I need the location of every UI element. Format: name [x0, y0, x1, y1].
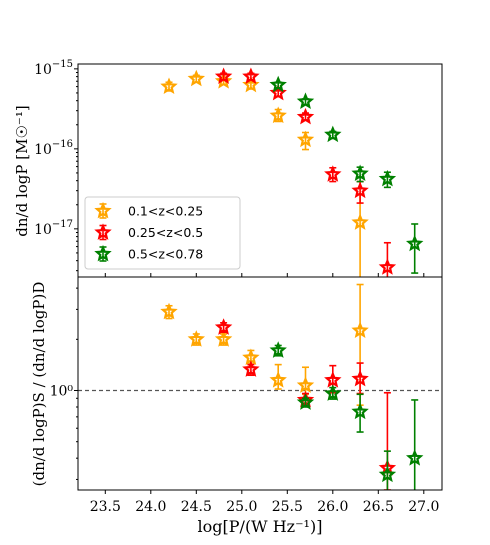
bottom-series-1-point-star-marker [214, 330, 233, 347]
legend-label: 0.5<z<0.78 [128, 247, 203, 262]
bottom-series-3-point-star-marker [324, 384, 342, 401]
x-tick-label: 26.0 [317, 499, 348, 515]
bottom-series-2-point-star-marker [214, 318, 233, 335]
x-tick-label: 26.5 [363, 499, 394, 515]
top-series-2-point-star-marker [296, 107, 315, 125]
top-series-2-point-star-marker [242, 67, 260, 85]
top-series-2-point-star-marker [214, 67, 233, 85]
bottom-panel-marks [160, 283, 424, 490]
legend: 0.1<z<0.25 0.25<z<0.5 0.5<z<0.78 [84, 196, 241, 270]
x-axis-label: log[P/(W Hz⁻¹)] [198, 517, 323, 536]
top-y-axis-label: dn/d logP [M☉⁻¹] [13, 105, 31, 236]
top-series-1-point-star-marker [296, 130, 315, 148]
top-series-2-point-star-marker [378, 258, 397, 275]
top-series-1-point-star-marker [160, 77, 178, 95]
bottom-series-3-point-star-marker [378, 465, 397, 483]
bottom-series-1-point-star-marker [351, 321, 369, 339]
top-y-tick-label: 10−16 [34, 139, 73, 158]
bottom-series-1-point-star-marker [160, 302, 178, 320]
x-tick-label: 24.0 [135, 499, 166, 515]
legend-label: 0.25<z<0.5 [128, 225, 203, 240]
x-tick-label: 23.5 [90, 499, 121, 515]
bottom-series-3-point-star-marker [351, 402, 369, 420]
bottom-series-3-point-star-marker [296, 393, 315, 410]
legend-entry-2-star-marker [94, 223, 112, 240]
top-series-1-point-star-marker [214, 72, 233, 89]
bottom-series-3-point-star-marker [405, 449, 424, 466]
legend-label: 0.1<z<0.25 [128, 204, 203, 219]
bottom-y-axis-label: (dn/d logP)S / (dn/d logP)D [30, 282, 48, 487]
top-series-3-point-star-marker [324, 125, 342, 143]
bottom-series-3-point-star-marker [269, 341, 287, 358]
top-panel-marks [160, 67, 424, 277]
legend-box [84, 196, 241, 270]
x-tick-label: 24.5 [181, 499, 212, 515]
top-series-1-point-star-marker [187, 69, 206, 87]
bottom-series-2-point-star-marker [351, 369, 369, 387]
top-series-3-point-star-marker [405, 234, 424, 252]
bottom-series-2-point-star-marker [242, 360, 260, 377]
bottom-y-tick-label: 10⁰ [50, 384, 74, 400]
x-tick-label: 25.5 [272, 499, 303, 515]
top-y-tick-label: 10−15 [34, 59, 73, 78]
bottom-series-2-point-star-marker [324, 371, 342, 388]
axis-ticks: 23.5 24.0 24.5 25.0 25.5 26.0 26.5 27.0 10−15 10−… [34, 59, 439, 515]
top-series-3-point-star-marker [269, 75, 287, 93]
top-series-3-point-star-marker [296, 92, 315, 109]
legend-entry-1-star-marker [94, 201, 112, 219]
bottom-series-1-point-star-marker [296, 376, 315, 393]
bottom-series-1-point-star-marker [187, 330, 206, 347]
bottom-panel-frame [77, 276, 443, 491]
top-series-3-point-star-marker [378, 169, 397, 187]
x-tick-label: 27.0 [408, 499, 439, 515]
bottom-series-1-point-star-marker [269, 371, 287, 388]
top-series-1-point-star-marker [351, 213, 369, 230]
top-series-1-point-star-marker [269, 106, 287, 124]
top-series-2-point-star-marker [324, 165, 342, 182]
top-series-3-point-star-marker [351, 164, 369, 182]
legend-entry-3-star-marker [94, 244, 112, 262]
top-series-2-point-star-marker [351, 181, 369, 199]
top-y-tick-label: 10−17 [34, 219, 73, 238]
x-tick-label: 25.0 [226, 499, 257, 515]
